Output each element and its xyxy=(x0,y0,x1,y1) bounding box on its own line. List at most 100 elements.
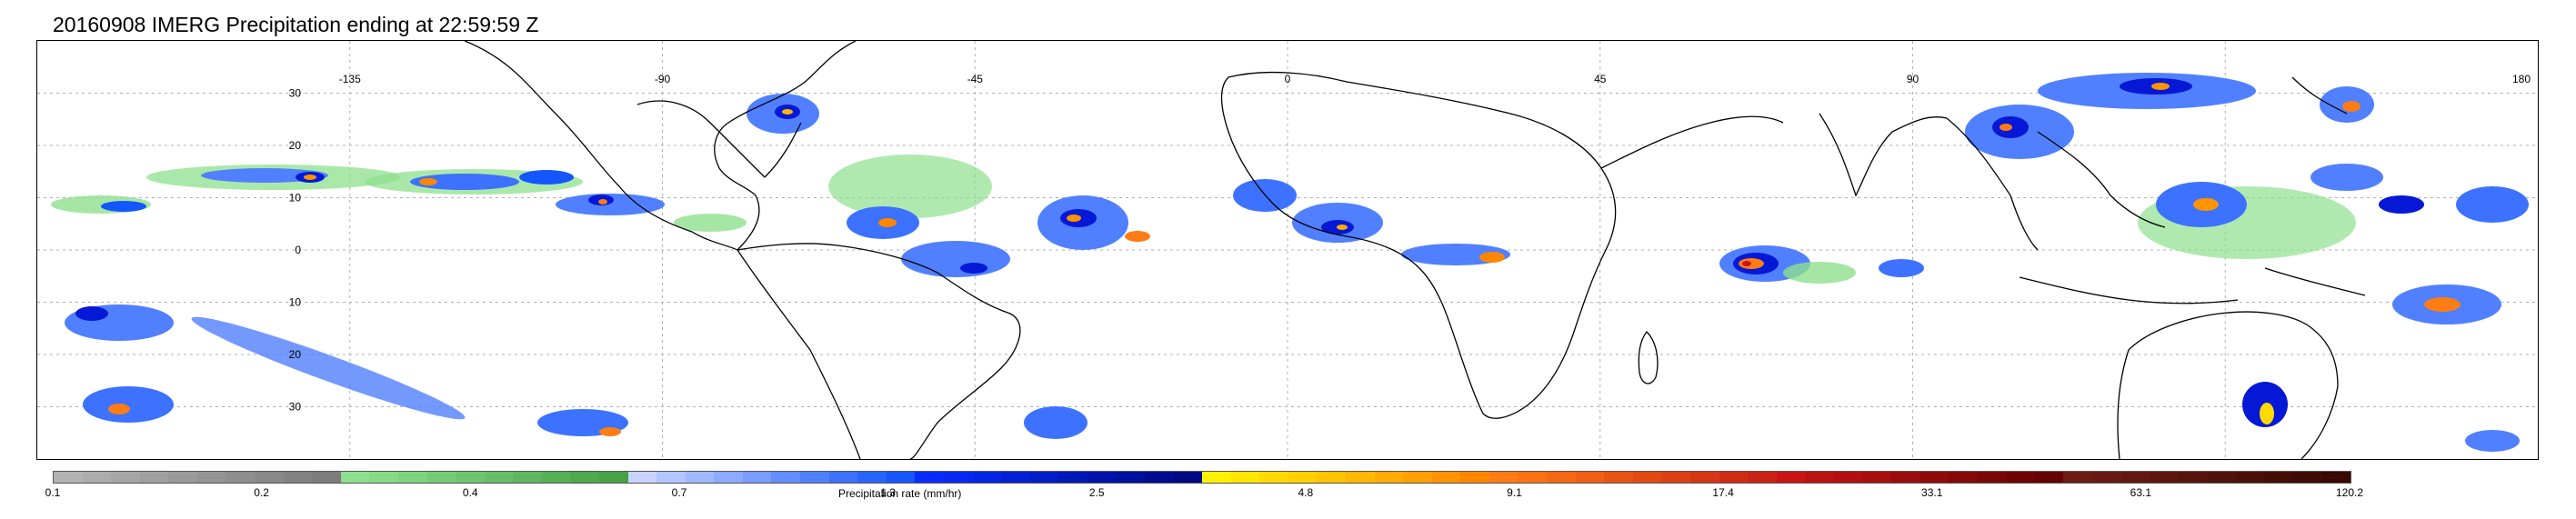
colorbar-segment xyxy=(1460,472,1489,483)
colorbar-segment xyxy=(657,472,686,483)
longitude-label: 0 xyxy=(1285,73,1291,85)
colorbar-segment xyxy=(1403,472,1432,483)
coastlines xyxy=(464,41,2366,459)
colorbar-segment xyxy=(1029,472,1059,483)
colorbar-segment xyxy=(1259,472,1288,483)
latitude-label: 30 xyxy=(289,401,302,414)
colorbar-segment xyxy=(1949,472,1978,483)
colorbar-tick-label: 1.3 xyxy=(880,486,896,499)
colorbar-segment xyxy=(484,472,514,483)
colorbar-segment xyxy=(1001,472,1030,483)
precip-cluster-indian-ocean xyxy=(1719,245,1924,284)
colorbar-segment xyxy=(82,472,112,483)
colorbar-segment xyxy=(456,472,485,483)
colorbar-segment xyxy=(1719,472,1749,483)
precip-cluster-south-pacific xyxy=(65,304,2520,452)
colorbar-segment xyxy=(541,472,571,483)
colorbar-segment xyxy=(627,472,657,483)
latitude-label: 10 xyxy=(289,192,302,205)
colorbar-segment xyxy=(1087,472,1117,483)
colorbar-segment xyxy=(54,472,83,483)
colorbar-tick-label: 4.8 xyxy=(1298,486,1314,499)
colorbar-segment xyxy=(2150,472,2179,483)
coast-australia xyxy=(2117,311,2339,459)
colorbar-segment xyxy=(1374,472,1404,483)
colorbar-tick-label: 0.7 xyxy=(671,486,687,499)
coast-north-america xyxy=(464,41,857,251)
coast-southeast-asia xyxy=(1946,117,2166,251)
colorbar-segment xyxy=(2321,472,2351,483)
colorbar-segment xyxy=(1518,472,1548,483)
colorbar-segment xyxy=(2034,472,2064,483)
coast-south-america xyxy=(737,243,1021,459)
colorbar-segment xyxy=(1431,472,1461,483)
latitude-label: 0 xyxy=(295,244,301,256)
colorbar-segment xyxy=(1202,472,1231,483)
colorbar-segment xyxy=(886,472,916,483)
colorbar-segment xyxy=(1058,472,1088,483)
colorbar-segment xyxy=(139,472,169,483)
colorbar-segment xyxy=(426,472,456,483)
colorbar-segment xyxy=(943,472,973,483)
colorbar-segment xyxy=(598,472,628,483)
colorbar-tick-label: 17.4 xyxy=(1712,486,1734,499)
latitude-label: 20 xyxy=(289,348,302,361)
colorbar-segment xyxy=(1144,472,1174,483)
colorbar-segment xyxy=(1776,472,1806,483)
coast-arabia xyxy=(1600,115,1784,169)
colorbar-segment xyxy=(1891,472,1920,483)
longitude-label: -90 xyxy=(655,73,671,85)
colorbar-segment xyxy=(2120,472,2150,483)
coast-africa xyxy=(1220,71,1617,419)
coast-india xyxy=(1819,113,1948,197)
colorbar-tick-label: 120.2 xyxy=(2335,486,2364,499)
coast-indonesia xyxy=(2019,267,2366,304)
colorbar-segment xyxy=(2264,472,2294,483)
colorbar-segment xyxy=(283,472,313,483)
latitude-label: 10 xyxy=(289,296,302,309)
colorbar xyxy=(53,471,2351,484)
colorbar-segment xyxy=(1689,472,1719,483)
colorbar-segment xyxy=(1748,472,1777,483)
colorbar-tick-label: 0.1 xyxy=(45,486,61,499)
colorbar-tick-label: 9.1 xyxy=(1507,486,1522,499)
colorbar-segment xyxy=(226,472,256,483)
map-title: 20160908 IMERG Precipitation ending at 2… xyxy=(53,13,539,36)
colorbar-segment xyxy=(828,472,858,483)
colorbar-segment xyxy=(742,472,772,483)
longitude-labels: -135 -90 -45 0 45 90 180 xyxy=(339,73,2531,85)
colorbar-tick-label: 0.2 xyxy=(254,486,269,499)
colorbar-segment xyxy=(2235,472,2265,483)
latitude-label: 20 xyxy=(289,139,302,152)
colorbar-segment xyxy=(312,472,341,483)
colorbar-segment xyxy=(1575,472,1605,483)
coast-gulf-of-mexico xyxy=(636,100,802,178)
colorbar-segment xyxy=(2293,472,2322,483)
colorbar-segment xyxy=(1604,472,1633,483)
colorbar-segment xyxy=(1661,472,1690,483)
colorbar-segment xyxy=(1288,472,1318,483)
colorbar-segment xyxy=(513,472,542,483)
colorbar-segment xyxy=(1173,472,1203,483)
colorbar-title: Precipitation rate (mm/hr) xyxy=(838,487,962,500)
colorbar-tick-label: 63.1 xyxy=(2130,486,2152,499)
longitude-label: 90 xyxy=(1907,73,1919,85)
latitude-label: 30 xyxy=(289,87,302,100)
precip-cluster-atlantic xyxy=(1037,179,1510,265)
colorbar-segment xyxy=(2207,472,2236,483)
latitude-labels: 30 20 10 0 10 20 30 xyxy=(289,87,302,414)
colorbar-tick-label: 2.5 xyxy=(1088,486,1105,499)
colorbar-tick-label: 33.1 xyxy=(1921,486,1943,499)
longitude-label: -45 xyxy=(967,73,984,85)
colorbar-segment xyxy=(2178,472,2208,483)
colorbar-segment xyxy=(255,472,284,483)
colorbar-segment xyxy=(397,472,427,483)
colorbar-segment xyxy=(1346,472,1375,483)
colorbar-segment xyxy=(1919,472,1950,483)
colorbar-segment xyxy=(570,472,599,483)
colorbar-segment xyxy=(1488,472,1519,483)
colorbar-segment xyxy=(800,472,829,483)
coast-japan xyxy=(2291,76,2348,115)
longitude-label: 45 xyxy=(1594,73,1607,85)
colorbar-segment xyxy=(915,472,944,483)
